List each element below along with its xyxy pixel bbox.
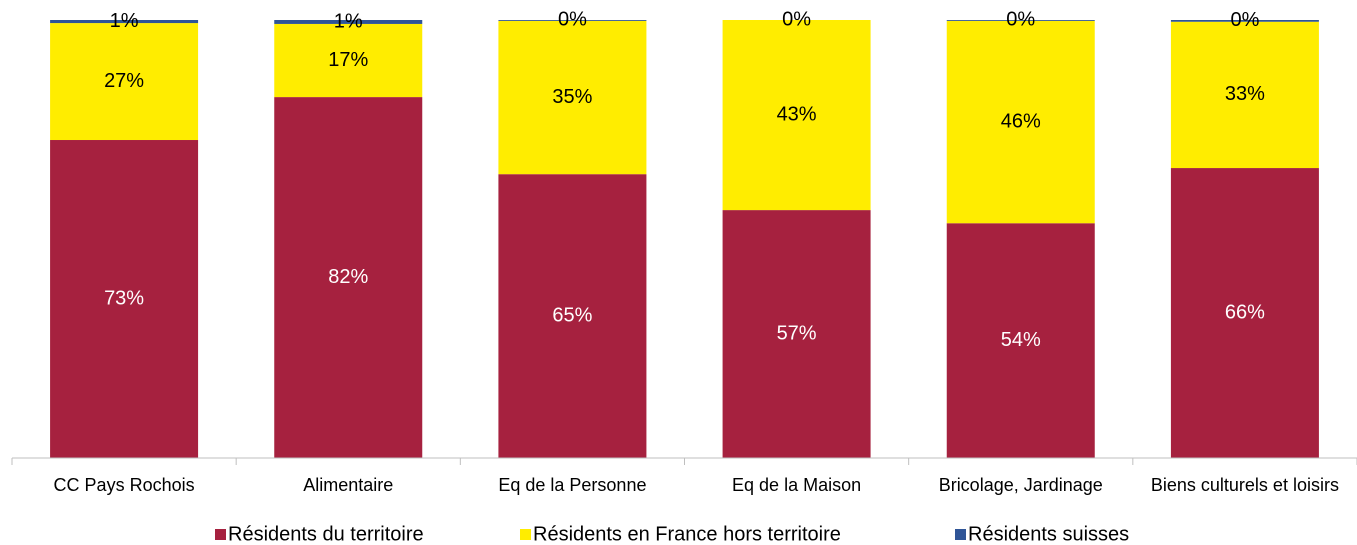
- bar-segment: [1170, 21, 1319, 169]
- bar-segment: [946, 20, 1095, 224]
- data-label: 35%: [552, 86, 592, 108]
- data-label: 0%: [782, 8, 811, 30]
- bar-segment: [498, 20, 647, 175]
- bar-segment: [498, 20, 647, 21]
- bar-segment: [722, 210, 871, 458]
- x-tick-label: Bricolage, Jardinage: [939, 475, 1103, 495]
- bar-segment: [946, 20, 1095, 21]
- bar-segment: [1170, 20, 1319, 22]
- data-label: 46%: [1001, 110, 1041, 132]
- x-tick-label: CC Pays Rochois: [54, 475, 195, 495]
- bar-segment: [50, 20, 199, 24]
- data-label: 73%: [104, 287, 144, 309]
- bar-segment: [1170, 168, 1319, 458]
- bar-segment: [946, 223, 1095, 458]
- bar-segment: [274, 23, 423, 98]
- data-label: 0%: [1230, 9, 1259, 31]
- data-label: 82%: [328, 266, 368, 288]
- legend-label: Résidents du territoire: [228, 523, 424, 545]
- x-tick-label: Eq de la Maison: [732, 475, 861, 495]
- bar-segment: [274, 20, 423, 24]
- data-label: 27%: [104, 70, 144, 92]
- legend-label: Résidents en France hors territoire: [533, 523, 841, 545]
- bar-segment: [498, 174, 647, 458]
- legend-swatch: [215, 529, 226, 540]
- bar-segment: [50, 23, 199, 141]
- data-label: 0%: [1006, 9, 1035, 31]
- data-label: 66%: [1225, 301, 1265, 323]
- data-label: 33%: [1225, 83, 1265, 105]
- data-label: 43%: [777, 103, 817, 125]
- data-label: 57%: [777, 322, 817, 344]
- x-tick-label: Alimentaire: [303, 475, 393, 495]
- legend-swatch: [955, 529, 966, 540]
- legend-label: Résidents suisses: [968, 523, 1129, 545]
- x-tick-label: Biens culturels et loisirs: [1151, 475, 1339, 495]
- data-label: 1%: [110, 10, 139, 32]
- data-label: 54%: [1001, 329, 1041, 351]
- data-label: 65%: [552, 304, 592, 326]
- x-tick-label: Eq de la Personne: [498, 475, 646, 495]
- bar-segment: [50, 140, 199, 458]
- bar-segment: [274, 97, 423, 458]
- legend-swatch: [520, 529, 531, 540]
- data-label: 1%: [334, 10, 363, 32]
- data-label: 0%: [558, 9, 587, 31]
- data-label: 17%: [328, 49, 368, 71]
- bar-segment: [722, 20, 871, 211]
